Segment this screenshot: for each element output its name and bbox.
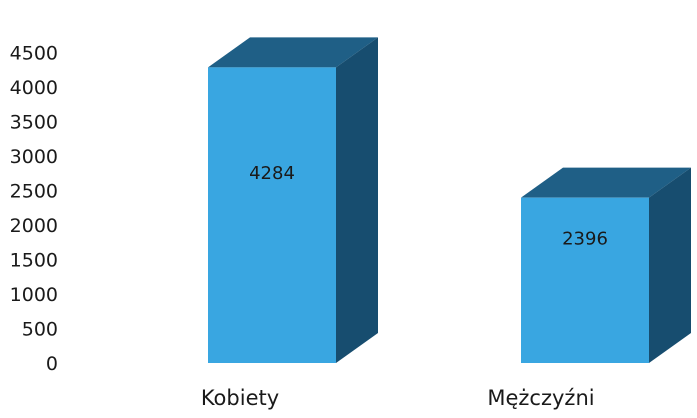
y-tick-label: 500: [22, 319, 58, 341]
bar-mężczyźni: 2396: [521, 167, 691, 363]
y-axis: 4500 4000 3500 3000 2500 2000 1500 1000 500 0: [10, 43, 58, 376]
bar-front-face: [208, 67, 336, 364]
y-tick-label: 3500: [10, 112, 58, 134]
y-tick-label: 4500: [10, 43, 58, 65]
bar-top-face: [208, 37, 378, 68]
bar-side-face: [649, 167, 691, 363]
y-tick-label: 1000: [10, 284, 58, 306]
data-label: 4284: [249, 163, 295, 184]
x-tick-label: Kobiety: [201, 386, 279, 410]
bar-front-face: [521, 197, 649, 363]
y-tick-label: 2000: [10, 215, 58, 237]
bar-side-face: [336, 37, 378, 364]
y-tick-label: 1500: [10, 250, 58, 272]
data-label: 2396: [562, 228, 608, 249]
x-tick-label: Mężczyźni: [487, 386, 594, 410]
x-axis: Kobiety Mężczyźni: [201, 386, 595, 410]
y-tick-label: 2500: [10, 181, 58, 203]
bar-top-face: [521, 167, 691, 198]
y-tick-label: 3000: [10, 146, 58, 168]
bars: 4284 2396: [208, 37, 691, 364]
y-tick-label: 0: [46, 353, 58, 375]
bar-kobiety: 4284: [208, 37, 378, 364]
y-tick-label: 4000: [10, 77, 58, 99]
